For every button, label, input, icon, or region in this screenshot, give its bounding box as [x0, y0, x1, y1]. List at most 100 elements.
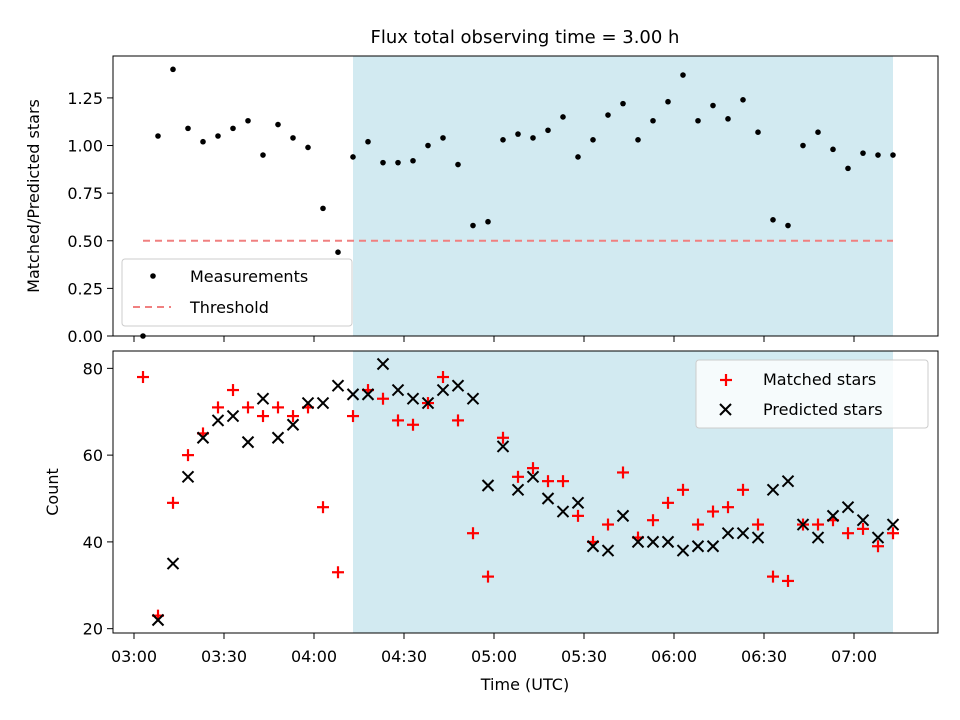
measurement-point	[590, 137, 596, 143]
matched-star-point	[887, 527, 899, 540]
measurement-point	[740, 97, 746, 103]
matched-star-point	[377, 392, 389, 405]
matched-star-point	[287, 410, 299, 423]
top-y-tick-label: 0.25	[67, 279, 103, 298]
matched-star-point	[257, 410, 269, 423]
measurement-point	[185, 125, 191, 132]
matched-star-point	[572, 509, 584, 522]
matched-star-point	[392, 414, 404, 427]
top-y-tick-label: 0.75	[67, 184, 103, 203]
measurement-points	[140, 66, 896, 339]
legend-measurements-label: Measurements	[190, 267, 308, 286]
measurement-point	[680, 72, 686, 78]
matched-star-point	[752, 518, 764, 531]
top-legend-box	[121, 258, 353, 327]
predicted-star-point	[616, 509, 630, 523]
measurement-point	[275, 121, 281, 128]
top-panel: 0.00 0.25 0.50 0.75 1.00 1.25 Matched/Predict…	[24, 55, 939, 346]
predicted-star-point	[271, 431, 285, 444]
measurement-point	[365, 138, 371, 145]
x-tick-label: 06:30	[741, 647, 787, 666]
predicted-star-point	[766, 483, 780, 497]
measurement-point	[485, 218, 491, 225]
top-y-tick-label: 1.00	[67, 137, 103, 156]
measurement-point	[650, 117, 656, 124]
matched-star-point	[767, 570, 779, 583]
bottom-y-label: Count	[43, 468, 62, 516]
bottom-y-tick-label: 40	[83, 533, 103, 552]
x-tick-label: 06:00	[651, 647, 697, 666]
x-axis-label: Time (UTC)	[480, 675, 569, 694]
predicted-star-point	[751, 531, 765, 544]
bottom-y-tick-label: 60	[83, 446, 103, 465]
measurement-point	[290, 135, 296, 141]
legend-predicted-label: Predicted stars	[763, 400, 883, 419]
top-y-tick-label: 1.25	[67, 89, 103, 108]
matched-star-point	[512, 470, 524, 483]
measurement-point	[170, 66, 176, 73]
legend-threshold-label: Threshold	[189, 298, 269, 317]
matched-star-point	[452, 414, 464, 427]
matched-star-point	[182, 449, 194, 462]
matched-star-point	[737, 483, 749, 496]
matched-star-point	[722, 501, 734, 514]
measurement-point	[785, 222, 791, 229]
predicted-star-point	[211, 414, 225, 427]
matched-star-point	[602, 518, 614, 531]
measurement-point	[815, 129, 821, 135]
bottom-legend: Matched stars Predicted stars	[695, 359, 929, 429]
predicted-star-point	[691, 540, 705, 553]
top-legend: Measurements Threshold	[121, 258, 353, 327]
predicted-star-point	[526, 470, 540, 484]
predicted-star-point	[811, 531, 825, 544]
measurement-point	[500, 137, 506, 143]
matched-star-point	[467, 527, 479, 540]
matched-star-point	[542, 475, 554, 488]
predicted-stars-points	[151, 357, 900, 627]
bottom-x-ticks: 03:00 03:30 04:00 04:30 05:00 05:30 06:00 06:30…	[111, 633, 877, 666]
legend-matched-label: Matched stars	[763, 370, 876, 389]
legend-predicted-marker	[719, 403, 732, 416]
x-tick-label: 05:30	[561, 647, 607, 666]
matched-star-point	[647, 514, 659, 527]
matched-star-point	[332, 566, 344, 579]
measurement-point	[350, 154, 356, 160]
matched-star-point	[137, 371, 149, 384]
predicted-star-point	[406, 392, 420, 405]
predicted-star-point	[256, 392, 270, 405]
matched-stars-points	[137, 371, 899, 622]
predicted-star-point	[361, 388, 375, 401]
predicted-star-point	[541, 492, 555, 505]
measurement-point	[515, 131, 521, 137]
legend-matched-marker	[720, 374, 732, 386]
top-y-tick-label: 0.50	[67, 232, 103, 251]
predicted-star-point	[826, 509, 840, 523]
measurement-point	[710, 102, 716, 109]
bottom-y-tick-label: 80	[83, 359, 103, 378]
predicted-star-point	[706, 540, 720, 553]
matched-star-point	[317, 501, 329, 514]
measurement-point	[230, 125, 236, 132]
predicted-star-point	[316, 396, 330, 410]
predicted-star-point	[721, 527, 735, 540]
predicted-star-point	[496, 440, 510, 453]
predicted-star-point	[331, 379, 345, 392]
measurement-point	[725, 116, 731, 122]
bottom-axes-frame	[112, 350, 939, 634]
measurement-point	[335, 249, 341, 255]
x-tick-label: 03:00	[111, 647, 157, 666]
matched-star-point	[662, 496, 674, 509]
predicted-star-point	[151, 613, 165, 627]
matched-star-point	[617, 466, 629, 479]
legend-measurement-marker	[150, 273, 156, 279]
matched-star-point	[482, 570, 494, 583]
bottom-y-ticks: 20 40 60 80	[83, 359, 113, 639]
predicted-star-point	[841, 500, 855, 514]
x-tick-label: 04:00	[291, 647, 337, 666]
measurement-point	[890, 152, 896, 158]
predicted-star-point	[286, 418, 300, 431]
predicted-star-point	[556, 505, 570, 518]
measurement-point	[245, 117, 251, 124]
